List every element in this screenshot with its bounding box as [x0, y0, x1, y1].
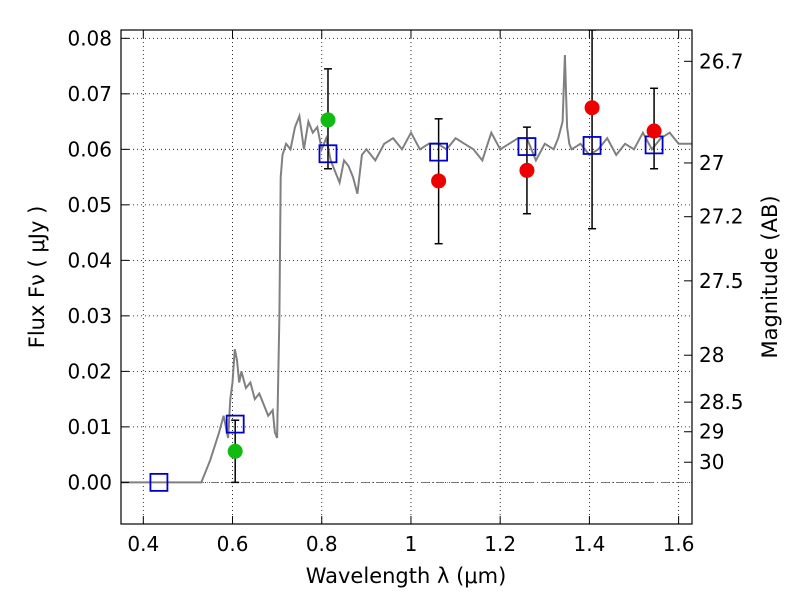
y-tick-label: 0.01 — [67, 415, 112, 439]
y-tick-label: 0.03 — [67, 304, 112, 328]
x-tick-label: 0.8 — [306, 532, 338, 556]
x-tick-label: 1.2 — [484, 532, 516, 556]
right-tick-label: 30 — [699, 450, 724, 474]
right-tick-label: 28.5 — [699, 390, 744, 414]
red-observed-point — [519, 162, 535, 178]
model-photometry-box — [149, 472, 169, 492]
y-tick-label: 0.04 — [67, 248, 112, 272]
model-photometry-box — [318, 144, 338, 164]
series-layer — [121, 30, 692, 492]
plot-background — [121, 30, 692, 524]
x-tick-label: 1.4 — [573, 532, 605, 556]
template-spectrum-line — [121, 54, 692, 484]
right-tick-label: 28 — [699, 343, 724, 367]
y-tick-label: 0.07 — [67, 82, 112, 106]
y-axis-label-right: Magnitude (AB) — [758, 195, 782, 358]
y-tick-label: 0.05 — [67, 193, 112, 217]
y-tick-label: 0.06 — [67, 137, 112, 161]
model-photometry-box — [582, 136, 602, 155]
red-observed-point — [584, 100, 600, 116]
x-tick-label: 1.6 — [663, 532, 695, 556]
green-observed-point — [320, 112, 336, 128]
y-tick-label: 0.08 — [67, 26, 112, 50]
right-tick-label: 27.5 — [699, 269, 744, 293]
x-axis-label: Wavelength λ (μm) — [306, 564, 507, 588]
right-tick-label: 27 — [699, 151, 724, 175]
right-tick-label: 29 — [699, 420, 724, 444]
y-axis-label-left: Flux Fν ( μJy ) — [25, 206, 49, 349]
right-tick-label: 26.7 — [699, 49, 744, 73]
model-photometry-box — [225, 414, 245, 434]
x-tick-label: 0.4 — [127, 532, 159, 556]
axis-ticks: 0.4 0.6 0.8 1 1.2 1.4 1.6 0.00 0.01 0.02 0.03 0.04 0… — [67, 26, 743, 556]
red-observed-point — [431, 173, 447, 189]
y-tick-label: 0.02 — [67, 359, 112, 383]
model-photometry-box — [429, 142, 449, 162]
red-observed-point — [646, 123, 662, 139]
right-tick-label: 27.2 — [699, 205, 744, 229]
green-observed-point — [227, 443, 243, 459]
y-tick-label: 0.00 — [67, 470, 112, 494]
plot-frame — [120, 29, 693, 525]
x-tick-label: 0.6 — [217, 532, 249, 556]
model-photometry-box — [517, 137, 537, 156]
x-tick-label: 1 — [405, 532, 418, 556]
